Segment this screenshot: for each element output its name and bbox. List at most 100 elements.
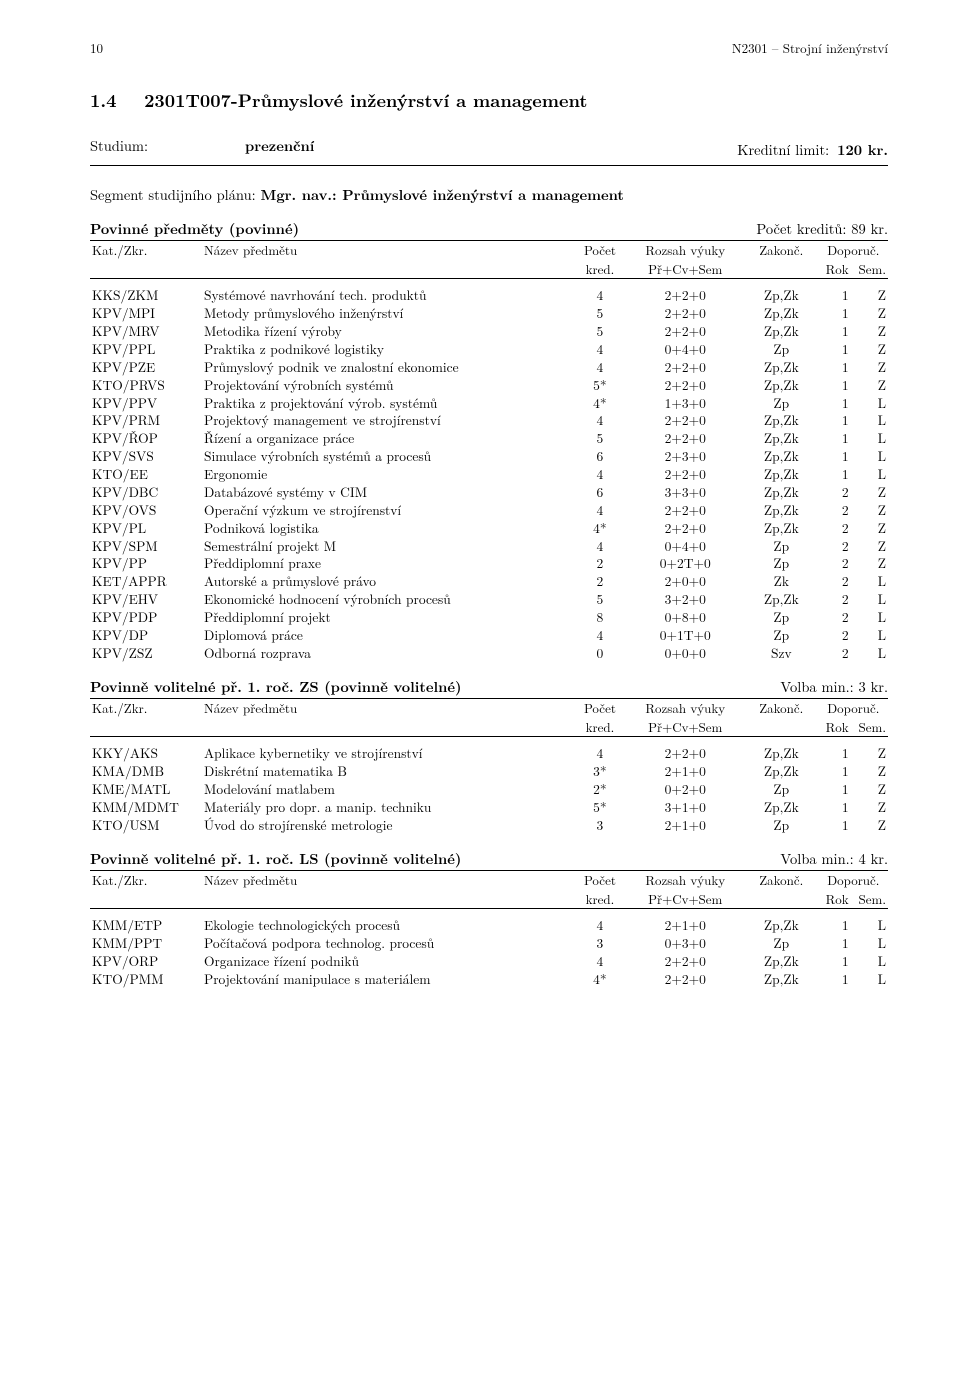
cell-name: Diskrétní matematika B [202,763,573,781]
cell-kred: 4 [573,626,626,644]
cell-name: Předdiplomní projekt [202,609,573,627]
hdr-rozsah: Rozsah výuky [627,241,744,260]
cell-zak: Zp,Zk [744,358,819,376]
hdr-pocet: Počet [573,699,626,718]
section-name: 2301T007-Průmyslové inženýrství a manage… [144,88,587,113]
table-row: KPV/PDP Předdiplomní projekt 8 0+8+0 Zp … [90,609,888,627]
cell-sem: Z [851,340,888,358]
cell-kred: 5* [573,376,626,394]
cell-zak: Zp,Zk [744,970,819,988]
cell-code: KPV/PRM [90,412,202,430]
cell-kred: 5* [573,798,626,816]
table-row: KPV/OVS Operační výzkum ve strojírenství… [90,501,888,519]
cell-rok: 1 [819,430,851,448]
cell-kred: 5 [573,430,626,448]
studium-value: prezenční [245,137,314,155]
cell-code: KTO/EE [90,466,202,484]
cell-zak: Zp,Zk [744,953,819,971]
hdr-name: Název předmětu [202,871,573,890]
cell-range: 2+2+0 [627,745,744,763]
section-number: 1.4 [90,88,116,113]
group-title: Povinně volitelné př. 1. roč. ZS (povinn… [90,678,462,696]
course-table: KKS/ZKM Systémové navrhování tech. produ… [90,287,888,662]
table-row: KPV/SVS Simulace výrobních systémů a pro… [90,448,888,466]
column-header: Kat./Zkr. Název předmětu Počet Rozsah vý… [90,240,888,279]
cell-range: 0+1T+0 [627,626,744,644]
cell-name: Systémové navrhování tech. produktů [202,287,573,305]
cell-kred: 4 [573,745,626,763]
cell-kred: 4 [573,340,626,358]
cell-zak: Zp,Zk [744,917,819,935]
cell-zak: Zp,Zk [744,501,819,519]
table-row: KKY/AKS Aplikace kybernetiky ve strojíre… [90,745,888,763]
hdr-rozsah: Rozsah výuky [627,699,744,718]
hdr-doporuc: Doporuč. [819,871,888,890]
hdr-prcv: Př+Cv+Sem [627,260,744,279]
cell-range: 2+2+0 [627,466,744,484]
cell-zak: Zp,Zk [744,483,819,501]
cell-rok: 2 [819,483,851,501]
table-row: KPV/DBC Databázové systémy v CIM 6 3+3+0… [90,483,888,501]
cell-range: 2+2+0 [627,430,744,448]
cell-range: 0+8+0 [627,609,744,627]
cell-code: KPV/PDP [90,609,202,627]
cell-name: Úvod do strojírenské metrologie [202,816,573,834]
table-row: KMA/DMB Diskrétní matematika B 3* 2+1+0 … [90,763,888,781]
course-group: Povinně volitelné př. 1. roč. LS (povinn… [90,850,888,988]
cell-code: KPV/SVS [90,448,202,466]
hdr-kat: Kat./Zkr. [90,241,202,260]
group-title: Povinné předměty (povinné) [90,220,299,238]
cell-code: KME/MATL [90,781,202,799]
cell-rok: 1 [819,935,851,953]
cell-name: Simulace výrobních systémů a procesů [202,448,573,466]
doc-title: N2301 – Strojní inženýrství [732,40,888,56]
hdr-doporuc: Doporuč. [819,241,888,260]
cell-name: Projektový management ve strojírenství [202,412,573,430]
table-row: KPV/DP Diplomová práce 4 0+1T+0 Zp 2 L [90,626,888,644]
cell-name: Materiály pro dopr. a manip. techniku [202,798,573,816]
table-row: KPV/PRM Projektový management ve strojír… [90,412,888,430]
cell-zak: Zk [744,573,819,591]
cell-kred: 2 [573,573,626,591]
cell-name: Databázové systémy v CIM [202,483,573,501]
cell-rok: 1 [819,340,851,358]
cell-sem: Z [851,323,888,341]
cell-sem: L [851,466,888,484]
cell-rok: 1 [819,970,851,988]
cell-code: KMA/DMB [90,763,202,781]
cell-kred: 3 [573,816,626,834]
cell-zak: Zp [744,537,819,555]
segment-label: Segment studijního plánu: [90,185,261,205]
cell-rok: 2 [819,537,851,555]
cell-name: Průmyslový podnik ve znalostní ekonomice [202,358,573,376]
cell-range: 2+1+0 [627,917,744,935]
cell-rok: 1 [819,816,851,834]
cell-range: 2+2+0 [627,501,744,519]
cell-sem: L [851,644,888,662]
kredit-limit-label: Kreditní limit: [737,141,829,159]
course-group: Povinně volitelné př. 1. roč. ZS (povinn… [90,678,888,834]
cell-name: Podniková logistika [202,519,573,537]
cell-code: KPV/ORP [90,953,202,971]
cell-sem: L [851,394,888,412]
cell-sem: L [851,448,888,466]
cell-kred: 5 [573,323,626,341]
cell-rok: 1 [819,798,851,816]
group-header: Povinně volitelné př. 1. roč. ZS (povinn… [90,678,888,696]
group-right: Volba min.: 3 kr. [780,678,888,696]
cell-rok: 1 [819,376,851,394]
kredit-limit-value: 120 kr. [837,141,888,159]
hdr-doporuc: Doporuč. [819,699,888,718]
cell-range: 0+2T+0 [627,555,744,573]
cell-sem: L [851,917,888,935]
cell-code: KPV/MRV [90,323,202,341]
cell-kred: 3 [573,935,626,953]
studium-label: Studium: [90,137,245,155]
cell-sem: Z [851,483,888,501]
cell-sem: L [851,953,888,971]
cell-rok: 1 [819,466,851,484]
cell-code: KTO/PRVS [90,376,202,394]
cell-sem: Z [851,376,888,394]
cell-zak: Zp,Zk [744,519,819,537]
cell-range: 0+3+0 [627,935,744,953]
